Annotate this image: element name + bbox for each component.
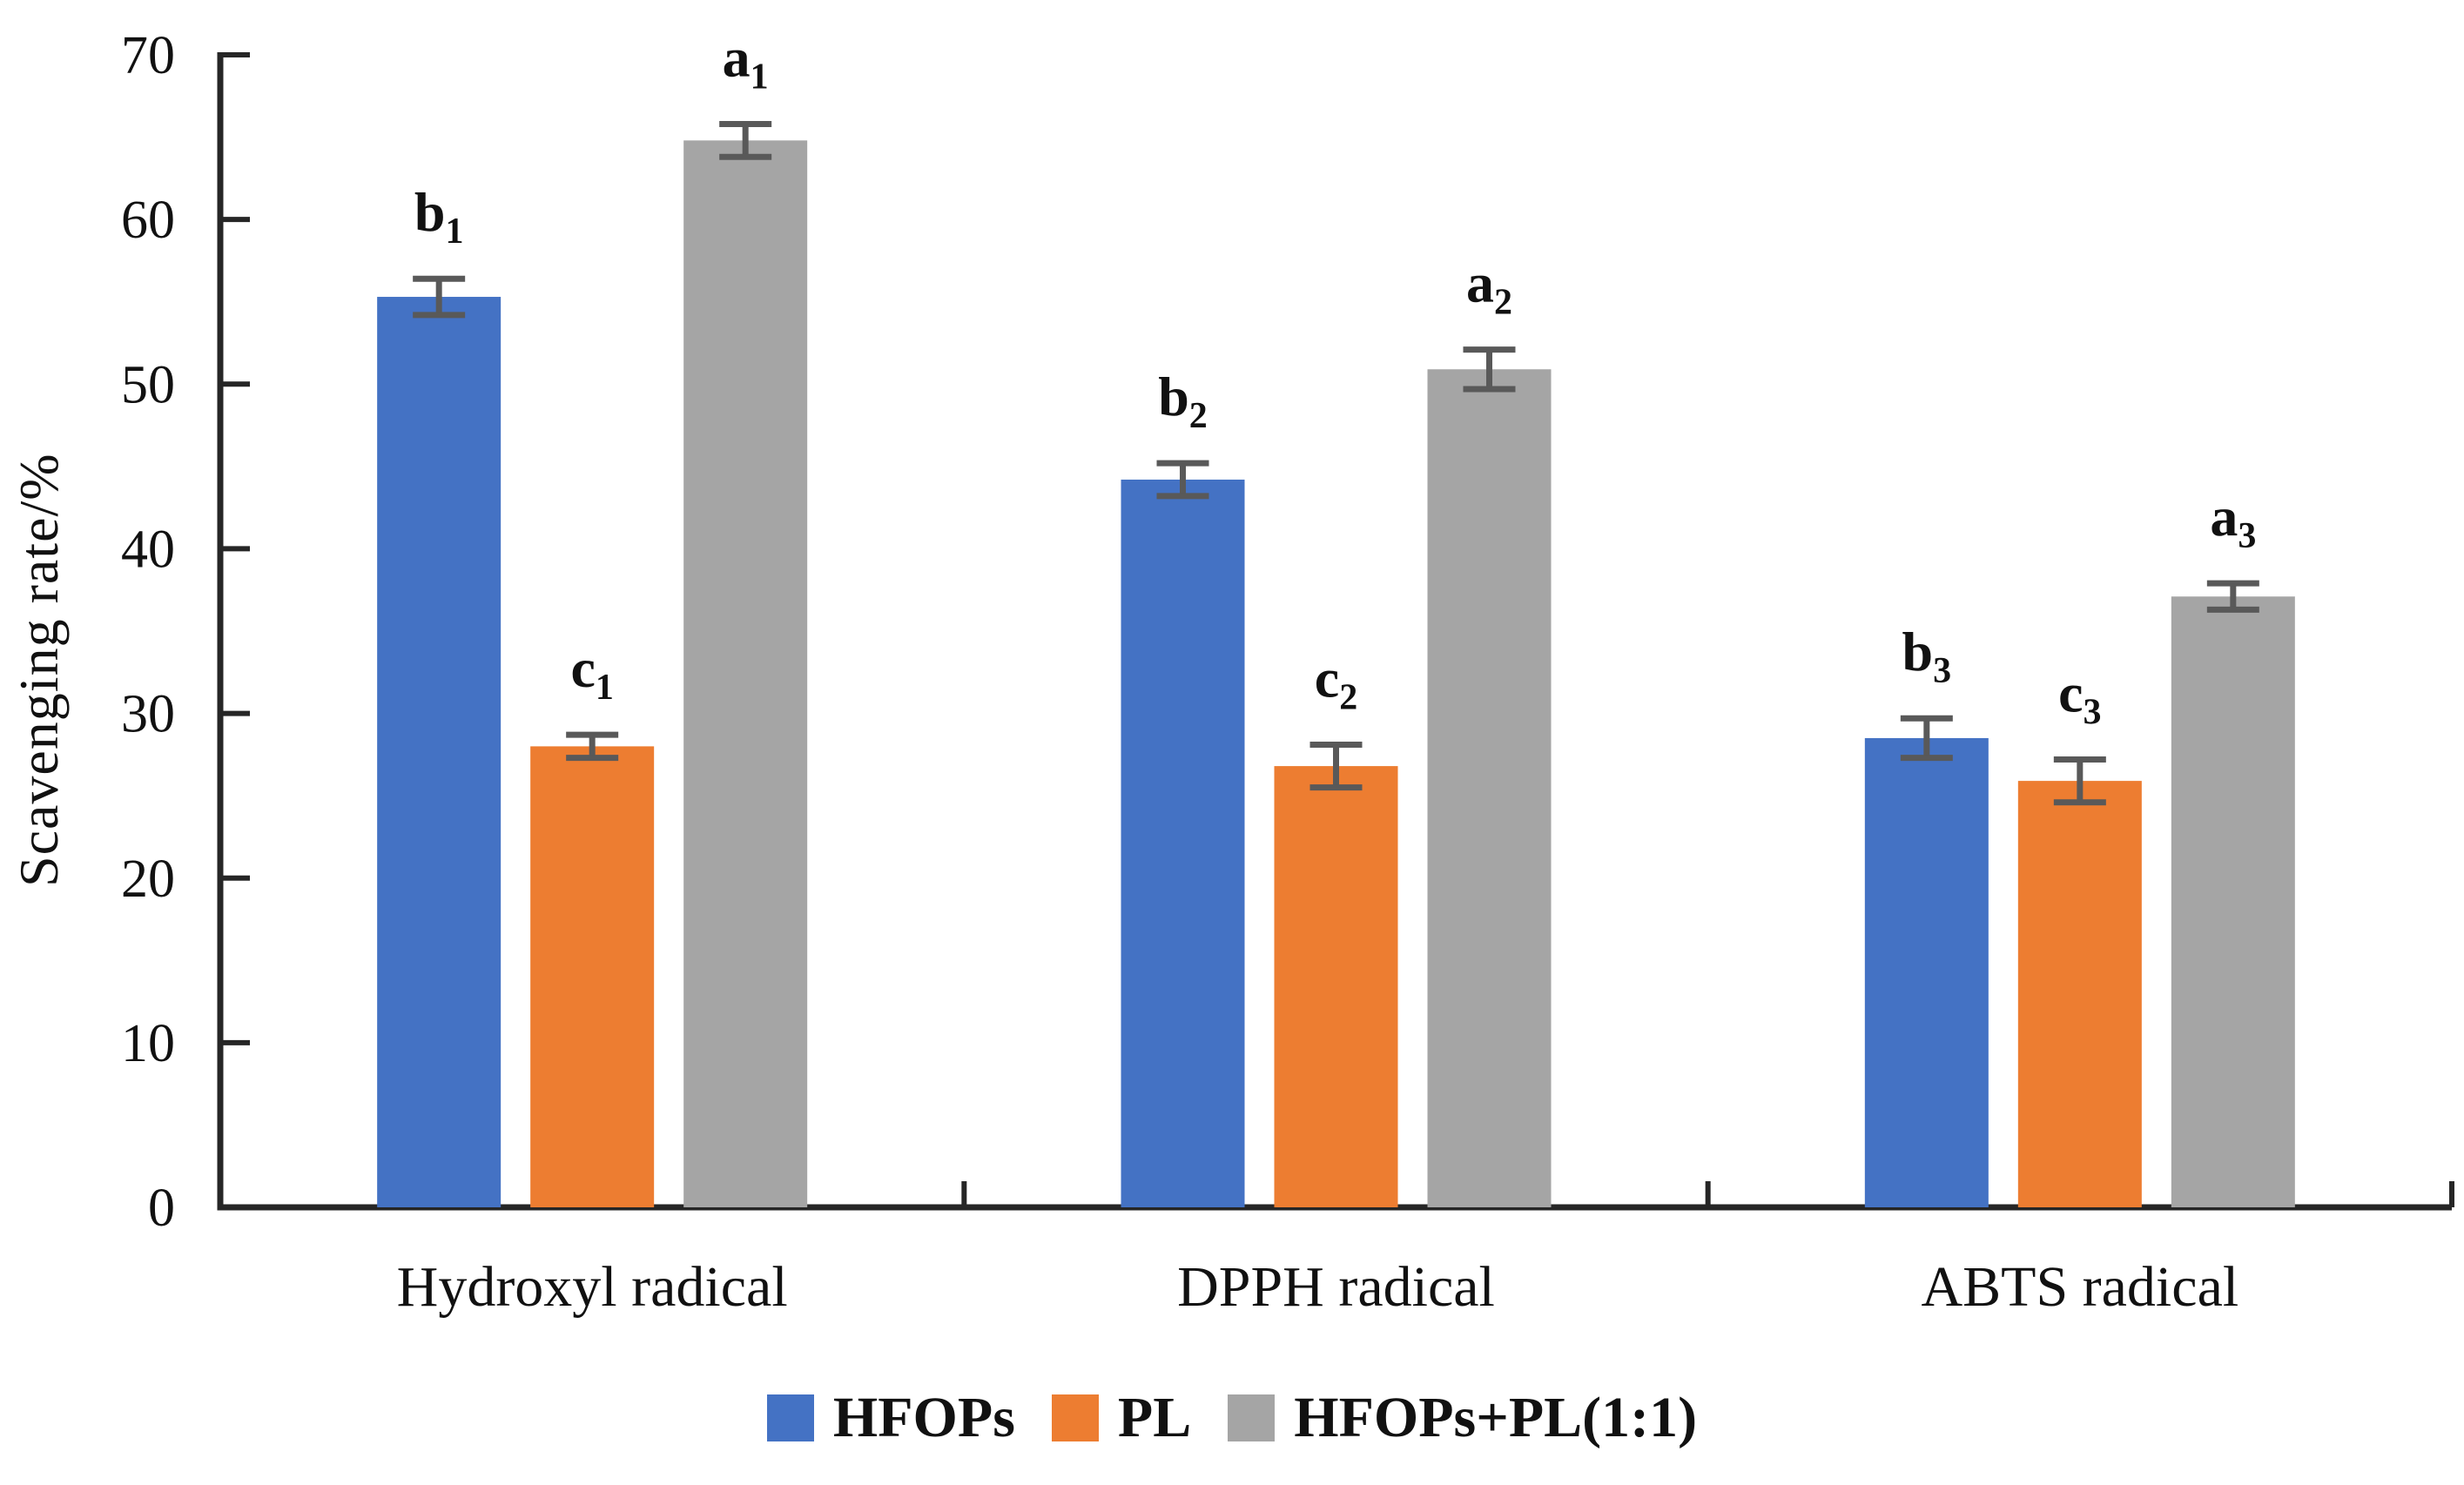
y-tick-label: 0 <box>148 1179 175 1238</box>
significance-annotation: b3 <box>1902 621 1952 691</box>
bar-pl-group1 <box>530 746 655 1207</box>
significance-annotation: a2 <box>1466 252 1512 323</box>
y-tick-label: 60 <box>121 191 175 250</box>
y-tick-label: 40 <box>121 521 175 580</box>
bar-hfops-group3 <box>1864 737 1989 1207</box>
chart-legend: HFOPs PL HFOPs+PL(1:1) <box>0 1389 2464 1447</box>
legend-swatch-hfops-pl <box>1228 1394 1276 1441</box>
legend-swatch-hfops <box>766 1394 814 1441</box>
legend-item-hfops-pl: HFOPs+PL(1:1) <box>1228 1389 1697 1447</box>
legend-label-hfops-pl: HFOPs+PL(1:1) <box>1294 1386 1698 1449</box>
bar-hfops-pl-1-1--group2 <box>1427 369 1552 1208</box>
legend-label-pl: PL <box>1117 1386 1192 1449</box>
bar-pl-group3 <box>2017 781 2142 1207</box>
significance-annotation: c1 <box>570 637 613 708</box>
x-category-label: Hydroxyl radical <box>397 1255 788 1319</box>
significance-annotation: a3 <box>2210 486 2256 556</box>
significance-annotation: b1 <box>414 181 464 252</box>
y-tick-label: 10 <box>121 1014 175 1073</box>
y-tick-label: 20 <box>121 850 175 909</box>
significance-annotation: c3 <box>2058 662 2101 733</box>
x-category-label: ABTS radical <box>1921 1255 2238 1319</box>
bar-hfops-pl-1-1--group3 <box>2171 596 2295 1207</box>
y-axis-title: Scavenging rate/% <box>8 453 70 888</box>
legend-label-hfops: HFOPs <box>832 1386 1015 1449</box>
y-tick-label: 50 <box>121 355 175 414</box>
significance-annotation: b2 <box>1158 366 1208 436</box>
y-tick-label: 30 <box>121 685 175 744</box>
bar-hfops-group1 <box>377 297 502 1207</box>
legend-item-pl: PL <box>1051 1386 1192 1449</box>
bar-hfops-pl-1-1--group1 <box>683 140 808 1208</box>
legend-swatch-pl <box>1051 1394 1099 1441</box>
legend-item-hfops: HFOPs <box>766 1386 1015 1449</box>
bar-hfops-group2 <box>1121 479 1245 1207</box>
y-tick-label: 70 <box>121 26 175 85</box>
significance-annotation: a1 <box>723 26 769 97</box>
x-category-label: DPPH radical <box>1177 1255 1495 1319</box>
bar-pl-group2 <box>1274 766 1398 1207</box>
significance-annotation: c2 <box>1315 648 1357 718</box>
